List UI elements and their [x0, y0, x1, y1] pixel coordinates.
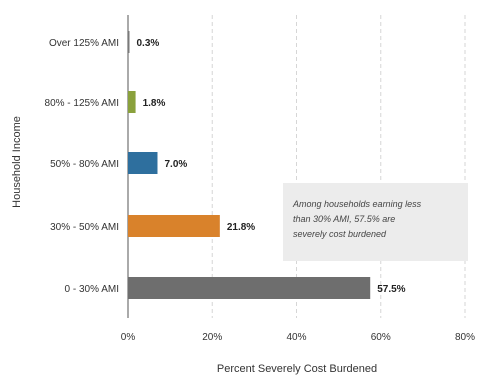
category-label: 50% - 80% AMI — [50, 159, 119, 170]
bar — [128, 31, 130, 53]
x-tick-label: 40% — [286, 332, 306, 343]
value-label: 21.8% — [227, 222, 255, 233]
category-label: Over 125% AMI — [49, 38, 119, 49]
value-label: 1.8% — [143, 98, 166, 109]
annotation-line-3: severely cost burdened — [293, 229, 387, 239]
annotation-line-1: Among households earning less — [292, 199, 422, 209]
value-label: 0.3% — [137, 38, 160, 49]
bar — [128, 91, 136, 113]
bars — [128, 31, 371, 299]
x-tick-label: 20% — [202, 332, 222, 343]
category-label: 80% - 125% AMI — [45, 98, 119, 109]
value-labels: 0.3% 1.8% 7.0% 21.8% 57.5% — [137, 38, 406, 295]
y-axis-title: Household Income — [11, 116, 23, 208]
x-tick-label: 80% — [455, 332, 475, 343]
value-label: 7.0% — [164, 159, 187, 170]
x-tick-label: 60% — [371, 332, 391, 343]
bar — [128, 152, 158, 174]
bar — [128, 215, 220, 237]
category-labels: Over 125% AMI 80% - 125% AMI 50% - 80% AMI… — [45, 38, 119, 295]
bar — [128, 277, 371, 299]
value-label: 57.5% — [377, 284, 405, 295]
category-label: 0 - 30% AMI — [65, 284, 119, 295]
x-axis-title: Percent Severely Cost Burdened — [217, 363, 377, 375]
annotation-line-2: than 30% AMI, 57.5% are — [293, 214, 395, 224]
category-label: 30% - 50% AMI — [50, 222, 119, 233]
annotation-box — [283, 183, 468, 261]
x-tick-labels: 0% 20% 40% 60% 80% — [121, 332, 475, 343]
annotation-callout: Among households earning less than 30% A… — [283, 183, 468, 261]
gridlines — [211, 15, 466, 318]
x-tick-label: 0% — [121, 332, 136, 343]
